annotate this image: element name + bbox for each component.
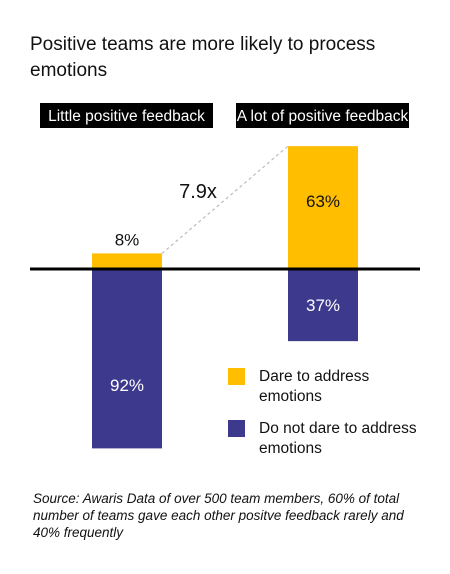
legend-label-dont-dare: Do not dare to address emotions bbox=[259, 420, 417, 457]
legend-item-dare: Dare to address emotions bbox=[228, 367, 429, 407]
bar-dare-1 bbox=[288, 146, 358, 269]
chart-title: Positive teams are more likely to proces… bbox=[30, 34, 376, 81]
value-label-dont-dare-1: 37% bbox=[306, 296, 340, 315]
value-label-dare-1: 63% bbox=[306, 192, 340, 211]
category-label-1: A lot of positive feedback bbox=[237, 108, 409, 125]
legend-item-dont-dare: Do not dare to address emotions bbox=[228, 419, 429, 459]
bar-dare-0 bbox=[92, 253, 162, 269]
source-note: Source: Awaris Data of over 500 team mem… bbox=[33, 491, 404, 540]
legend-swatch-dare bbox=[228, 368, 245, 385]
value-label-dare-0: 8% bbox=[115, 230, 140, 249]
category-label-bg-0 bbox=[40, 103, 213, 128]
value-label-dont-dare-0: 92% bbox=[110, 376, 144, 395]
legend-label-dare: Dare to address emotions bbox=[259, 368, 370, 405]
category-label-0: Little positive feedback bbox=[48, 108, 205, 125]
legend-swatch-dont-dare bbox=[228, 420, 245, 437]
category-label-bg-1 bbox=[236, 103, 409, 128]
ratio-annotation: 7.9x bbox=[179, 181, 217, 203]
bar-dont-dare-1 bbox=[288, 269, 358, 342]
bar-dont-dare-0 bbox=[92, 269, 162, 449]
